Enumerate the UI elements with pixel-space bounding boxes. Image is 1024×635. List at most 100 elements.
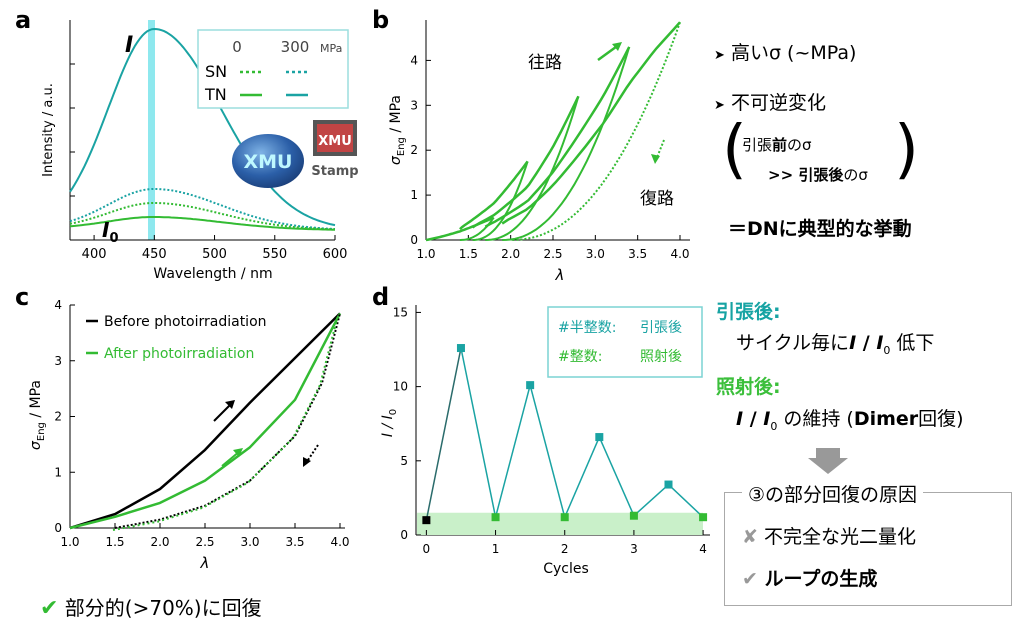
x-tick-label: 600 [323,247,348,262]
x-tick-label: 1.0 [60,535,79,549]
x-tick-label: 2.0 [501,247,520,261]
x-tick-label: 2.0 [150,535,169,549]
decrease-per-cycle: サイクル毎にI / I0 低下 [736,332,935,357]
annotation-backward: 復路 [640,189,674,209]
x-tick-label: 1.0 [416,247,435,261]
data-point [456,344,465,353]
x-tick-label: 1.5 [459,247,478,261]
y-tick-label: 5 [400,454,408,468]
legend-unit: MPa [320,42,342,55]
legend-header-300: 300 [281,38,310,56]
cycle-segment [494,384,531,518]
x-tick-label: 0 [423,542,431,556]
data-point [664,480,673,489]
x-tick-label: 550 [262,247,287,262]
loading-curve [459,160,529,231]
x-axis-label: λ [200,554,210,572]
paren-left: ( [722,113,747,187]
x-tick-label: 500 [202,247,227,262]
down-arrow-icon [808,448,848,474]
x-tick-label: 1 [492,542,500,556]
stamp-label: Stamp [311,164,358,179]
data-point [560,513,569,522]
bullet-arrow-icon: ➤ [714,98,725,113]
cycle-segment [564,436,601,518]
y-axis-label: I / I0 [380,409,399,437]
legend-int-tag: #整数: [558,349,602,365]
legend-before: Before photoirradiation [104,314,267,330]
cause-item-loop: ✔ ループの生成 [742,568,878,590]
y-tick-label: 1 [410,188,418,202]
data-point [422,516,431,525]
cycle-segment [667,484,704,518]
y-axis-label: σEng / MPa [28,380,47,450]
x-tick-label: 1.5 [105,535,124,549]
y-axis-label: Intensity / a.u. [41,83,56,177]
y-tick-label: 4 [54,298,62,312]
annotation-forward: 往路 [528,53,562,73]
cross-icon: ✘ [742,526,758,548]
loading-curve [501,21,681,225]
y-tick-label: 0 [400,528,408,542]
legend-half-tag: #半整数: [558,320,616,336]
x-tick-label: 3 [630,542,638,556]
cause-box-title: ③の部分回復の原因 [742,480,924,507]
y-tick-label: 2 [410,143,418,157]
legend-half-value: 引張後 [640,320,682,336]
legend-row-sn: SN [205,62,227,81]
unloading-curve [502,46,631,241]
cycle-segment [598,436,635,517]
x-tick-label: 4 [699,542,707,556]
panel-label-a: a [15,6,32,34]
stress-curve [69,312,342,530]
loading-curve [484,46,631,228]
x-tick-label: 3.0 [586,247,605,261]
y-tick-label: 4 [410,53,418,67]
x-axis-label: Wavelength / nm [153,266,272,282]
xmu-logo-text: XMU [244,151,293,173]
x-tick-label: 4.0 [330,535,349,549]
stress-after: >> 引張後のσ [768,166,868,184]
annotation-I0: I0 [102,218,119,246]
data-point [699,513,708,522]
bullet-irreversible: ➤ 不可逆変化 [714,92,826,114]
cycle-segment [529,384,566,518]
y-tick-label: 1 [54,465,62,479]
stress-curve [69,312,341,530]
loading-curve [471,95,580,229]
y-tick-label: 3 [410,98,418,112]
data-point [526,381,535,390]
title-after-tension: 引張後: [716,301,781,323]
data-point [629,511,638,520]
chart-a: 400 450 500 550 600 Wavelength / nm Intensit… [41,20,359,282]
legend-header-0: 0 [232,38,242,56]
x-tick-label: 2 [561,542,569,556]
x-axis-label: λ [555,266,565,284]
x-tick-label: 3.5 [285,535,304,549]
unloading-curve [472,161,529,241]
x-tick-label: 450 [142,247,167,262]
legend-row-tn: TN [204,85,227,104]
cycle-segment [460,347,497,518]
cycle-segment [633,483,669,517]
bullet-high-stress: ➤ 高いσ (~MPa) [714,42,857,64]
y-tick-label: 3 [54,354,62,368]
x-tick-label: 3.5 [628,247,647,261]
y-tick-label: 10 [393,380,408,394]
y-axis-label: σEng / MPa [388,95,407,165]
recovery-note: ✔ 部分的(>70%)に回復 [40,596,262,621]
legend-after: After photoirradiation [104,346,254,362]
highlight-band-450 [148,20,155,240]
conclusion-dn: ＝DNに典型的な挙動 [728,218,912,240]
panel-label-c: c [15,283,30,311]
stress-before: 引張前のσ [742,136,812,154]
title-after-irradiation: 照射後: [716,376,781,398]
unloading-curve [485,96,580,241]
stamp-logo: XMU [318,134,352,149]
chart-d: 0 1 2 3 4 0 5 10 15 Cycles I / I0 #半整数: 引張後 #整数:… [380,305,710,577]
x-tick-label: 4.0 [670,247,689,261]
baseline-band [417,512,703,535]
check-icon: ✔ [40,596,59,621]
unloading-curve [510,21,681,241]
